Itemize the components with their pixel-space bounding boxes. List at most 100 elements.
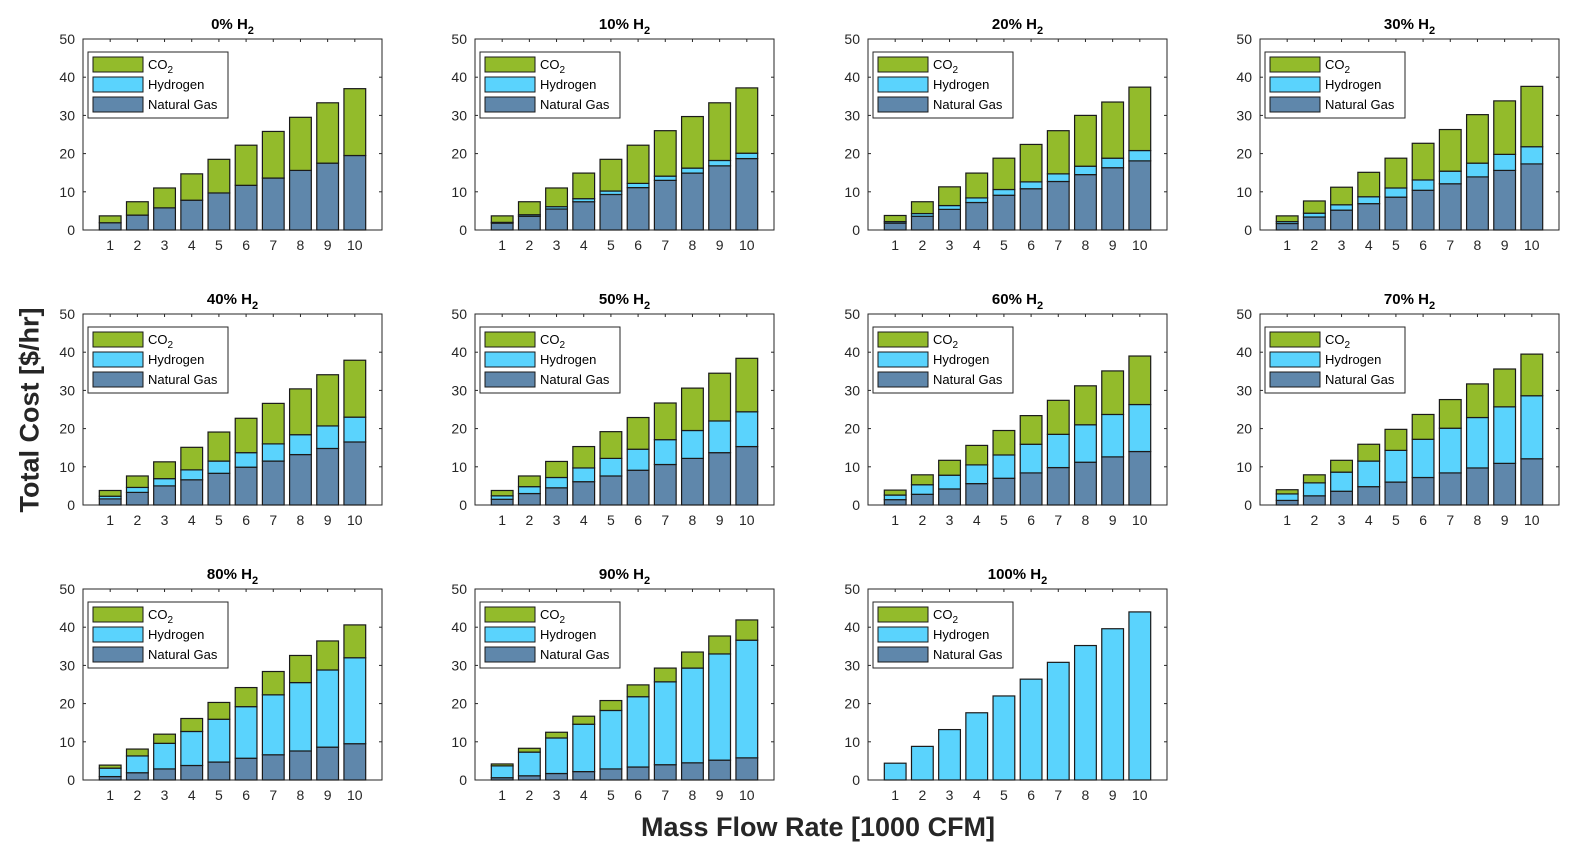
- bar-segment-hydrogen: [653, 681, 677, 766]
- legend-swatch: [877, 56, 929, 73]
- y-tick-label: 20: [1236, 421, 1252, 437]
- bar-segment-natural-gas: [1101, 456, 1125, 506]
- bar-segment-hydrogen: [708, 159, 732, 167]
- bar-segment-hydrogen: [1128, 403, 1152, 453]
- x-tick-label: 10: [1132, 237, 1148, 253]
- bar-segment-hydrogen: [992, 188, 1016, 196]
- bar-segment-natural-gas: [735, 157, 759, 231]
- bar-segment-natural-gas: [1493, 462, 1517, 506]
- x-tick-label: 9: [324, 512, 332, 528]
- y-tick-label: 30: [1236, 382, 1252, 398]
- x-axis-label: Mass Flow Rate [1000 CFM]: [640, 812, 996, 842]
- x-tick-label: 2: [525, 237, 533, 253]
- bar-segment-co2: [680, 651, 704, 669]
- bar-segment-hydrogen: [1520, 146, 1544, 165]
- legend-label: Natural Gas: [148, 647, 218, 662]
- legend-swatch: [877, 331, 929, 348]
- x-tick-label: 1: [891, 787, 899, 803]
- bar-segment-co2: [316, 374, 340, 427]
- legend-label: CO2: [1325, 332, 1351, 351]
- x-tick-label: 3: [1338, 512, 1346, 528]
- bar-segment-co2: [680, 115, 704, 169]
- y-tick-label: 10: [1236, 184, 1252, 200]
- legend-label: CO2: [540, 57, 566, 76]
- bar-segment-co2: [98, 215, 122, 224]
- bar-segment-natural-gas: [1128, 160, 1152, 231]
- x-tick-label: 8: [1474, 512, 1482, 528]
- y-tick-label: 40: [451, 344, 467, 360]
- bar-segment-natural-gas: [288, 750, 312, 781]
- x-tick-label: 7: [1446, 512, 1454, 528]
- bar-segment-co2: [545, 187, 569, 208]
- bar-segment-co2: [735, 619, 759, 641]
- bar-segment-hydrogen: [288, 434, 312, 456]
- bar-segment-co2: [992, 157, 1016, 191]
- y-tick-label: 20: [59, 146, 75, 162]
- bar-segment-hydrogen: [1275, 493, 1299, 502]
- bar-segment-natural-gas: [98, 222, 122, 231]
- x-tick-label: 8: [297, 237, 305, 253]
- bar-segment-natural-gas: [883, 222, 907, 231]
- bar-segment-natural-gas: [572, 770, 596, 781]
- legend-swatch: [92, 331, 144, 348]
- bar-segment-hydrogen: [735, 411, 759, 448]
- x-tick-label: 2: [133, 787, 141, 803]
- x-tick-label: 6: [634, 787, 642, 803]
- y-tick-label: 40: [1236, 69, 1252, 85]
- bar-segment-hydrogen: [938, 728, 962, 781]
- legend-label: Hydrogen: [1325, 352, 1381, 367]
- bar-segment-co2: [1275, 489, 1299, 495]
- y-tick-label: 10: [451, 184, 467, 200]
- bar-segment-co2: [517, 747, 541, 753]
- subplot-title: 20% H2: [992, 16, 1043, 37]
- legend-label: CO2: [933, 332, 959, 351]
- legend-label: CO2: [540, 607, 566, 626]
- bar-segment-natural-gas: [1465, 467, 1489, 506]
- bar-segment-natural-gas: [1357, 203, 1381, 231]
- bar-segment-hydrogen: [965, 464, 989, 485]
- bar-segment-hydrogen: [735, 152, 759, 160]
- bar-segment-natural-gas: [180, 479, 204, 506]
- bar-segment-hydrogen: [98, 767, 122, 778]
- bar-segment-natural-gas: [545, 772, 569, 781]
- bar-segment-co2: [599, 699, 623, 712]
- bar-segment-natural-gas: [1384, 196, 1408, 231]
- bar-segment-co2: [1357, 171, 1381, 198]
- bar-segment-natural-gas: [1275, 499, 1299, 506]
- bar-segment-co2: [708, 102, 732, 162]
- bar-segment-co2: [1019, 415, 1043, 445]
- bar-segment-co2: [517, 201, 541, 216]
- bar-segment-co2: [1520, 353, 1544, 397]
- bar-segment-hydrogen: [517, 751, 541, 777]
- bar-segment-natural-gas: [735, 757, 759, 781]
- bar-segment-hydrogen: [1073, 165, 1097, 176]
- y-tick-label: 10: [59, 184, 75, 200]
- y-tick-label: 30: [451, 382, 467, 398]
- legend-label: CO2: [148, 332, 174, 351]
- bar-segment-hydrogen: [1411, 438, 1435, 479]
- bar-segment-co2: [1384, 428, 1408, 451]
- legend-swatch: [877, 646, 929, 663]
- bar-segment-hydrogen: [992, 454, 1016, 479]
- x-tick-label: 3: [946, 512, 954, 528]
- x-tick-label: 4: [973, 787, 981, 803]
- bar-segment-co2: [910, 474, 934, 486]
- bar-segment-natural-gas: [626, 766, 650, 781]
- bar-segment-co2: [1438, 128, 1462, 172]
- bar-segment-hydrogen: [653, 175, 677, 181]
- x-tick-label: 10: [1132, 512, 1148, 528]
- x-tick-label: 1: [106, 237, 114, 253]
- bar-segment-hydrogen: [234, 452, 258, 468]
- bar-segment-co2: [98, 764, 122, 769]
- bar-segment-hydrogen: [1330, 204, 1354, 211]
- bar-segment-natural-gas: [1302, 216, 1326, 231]
- x-tick-label: 8: [689, 787, 697, 803]
- bar-segment-hydrogen: [1073, 424, 1097, 463]
- x-tick-label: 10: [347, 512, 363, 528]
- x-tick-label: 8: [689, 512, 697, 528]
- bar-segment-hydrogen: [316, 425, 340, 450]
